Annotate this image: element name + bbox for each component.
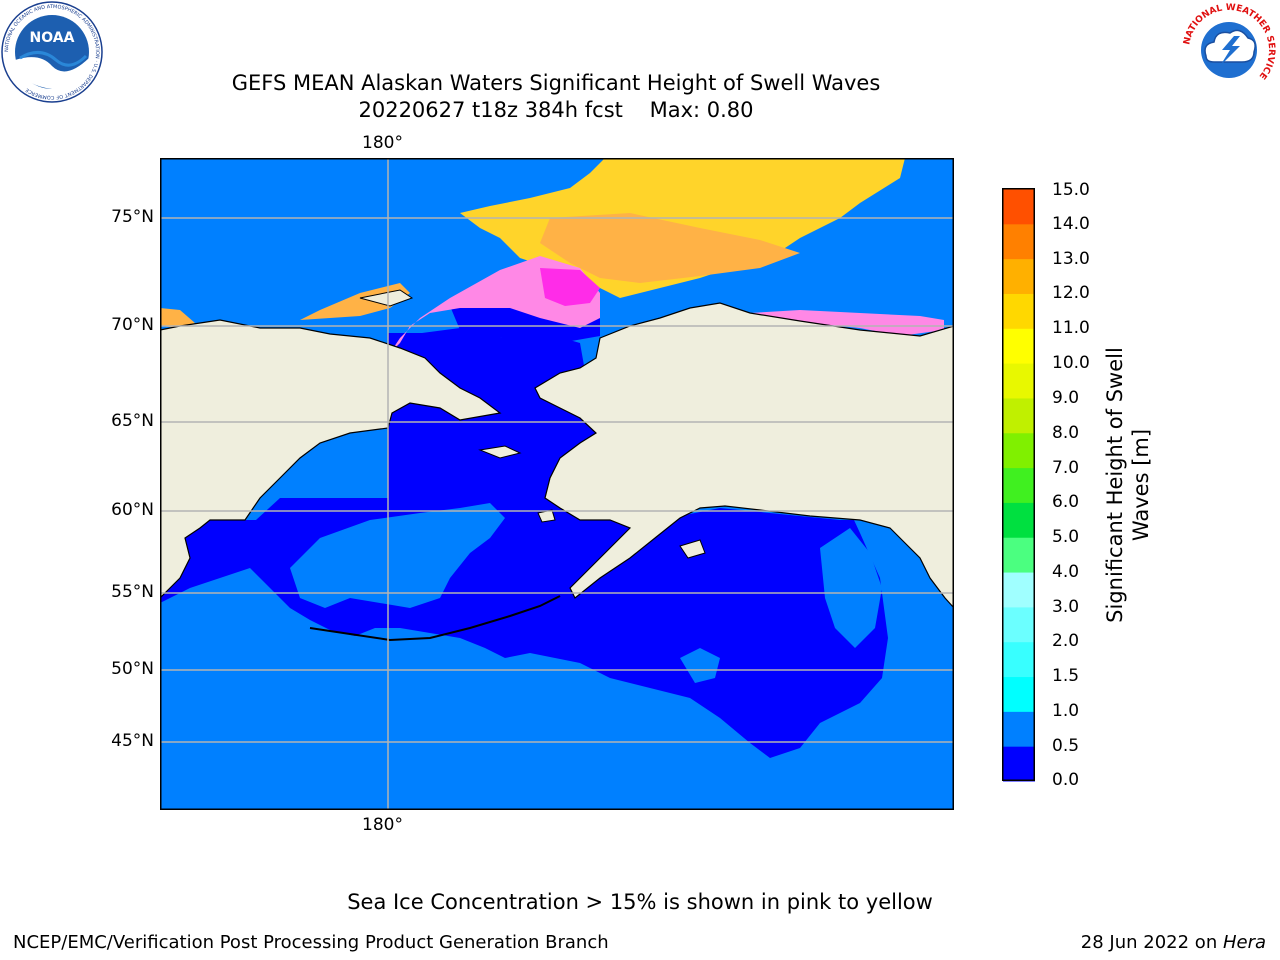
colorbar-segment-14 <box>1003 258 1035 294</box>
colorbar-tick-11: 11.0 <box>1052 318 1090 338</box>
colorbar-segment-10 <box>1003 397 1035 434</box>
colorbar-label-line2: Waves [m] <box>1129 428 1153 542</box>
footer-host: Hera <box>1222 932 1266 953</box>
sea-ice-chukchi-west <box>300 283 410 320</box>
colorbar-segment-16 <box>1003 189 1035 225</box>
nws-logo: NATIONAL WEATHER SERVICE <box>1181 2 1277 98</box>
sea-ice-arctic-coast <box>750 310 944 336</box>
bering-mid-patch <box>290 503 505 608</box>
noaa-logo: NOAA NATIONAL OCEANIC AND ATMOSPHERIC AD… <box>1 1 103 103</box>
island-kodiak <box>679 539 706 559</box>
chart-title: GEFS MEAN Alaskan Waters Significant Hei… <box>231 71 881 95</box>
colorbar-tick-13: 13.0 <box>1052 249 1090 269</box>
colorbar-tick-14: 14.0 <box>1052 214 1090 234</box>
chart-subtitle: 20220627 t18z 384h fcst Max: 0.80 <box>358 98 754 122</box>
colorbar-segment-12 <box>1003 328 1035 364</box>
colorbar-tick-1: 1.0 <box>1052 701 1080 721</box>
colorbar-segment-7 <box>1003 502 1035 538</box>
lat-label-65: 65°N <box>111 411 154 431</box>
lat-label-75: 75°N <box>111 207 154 227</box>
lat-label-45: 45°N <box>111 731 154 751</box>
colorbar-tick-12: 12.0 <box>1052 283 1090 303</box>
colorbar-tick-0: 0.0 <box>1052 770 1080 790</box>
footer-date-text: 28 Jun 2022 on <box>1080 932 1223 953</box>
lat-label-55: 55°N <box>111 582 154 602</box>
gulf-mid-patch-2 <box>680 648 720 683</box>
colorbar-tick-9: 9.0 <box>1052 388 1080 408</box>
aleutian-chain <box>309 595 561 642</box>
colorbar-tick-0-5: 0.5 <box>1052 736 1080 756</box>
colorbar-tick-4: 4.0 <box>1052 562 1080 582</box>
colorbar-segment-15 <box>1003 223 1035 260</box>
colorbar-segment-3 <box>1003 641 1035 678</box>
map-panel <box>160 158 954 810</box>
sea-ice-orange <box>540 213 800 283</box>
island-wrangel <box>359 289 414 307</box>
lat-label-70: 70°N <box>111 315 154 335</box>
colorbar-tick-5: 5.0 <box>1052 527 1080 547</box>
colorbar-segment-11 <box>1003 363 1035 399</box>
colorbar-tick-7: 7.0 <box>1052 458 1080 478</box>
colorbar-segment-13 <box>1003 293 1035 329</box>
colorbar-segment-1 <box>1003 711 1035 747</box>
bering-sea-low-swell <box>160 328 888 758</box>
colorbar-tick-10: 10.0 <box>1052 353 1090 373</box>
lon-label-top: 180° <box>362 133 403 153</box>
colorbar-segment-9 <box>1003 432 1035 469</box>
colorbar-segment-5 <box>1003 572 1035 608</box>
colorbar-tick-3: 3.0 <box>1052 597 1080 617</box>
colorbar-tick-6: 6.0 <box>1052 492 1080 512</box>
colorbar <box>1002 188 1035 782</box>
land-alaska <box>534 302 954 609</box>
lon-label-bottom: 180° <box>362 815 403 835</box>
colorbar-tick-2: 2.0 <box>1052 631 1080 651</box>
island-st-lawrence <box>478 445 522 459</box>
colorbar-segment-6 <box>1003 537 1035 573</box>
map-frame <box>160 158 954 810</box>
colorbar-segment-0 <box>1003 746 1035 782</box>
map-gridlines <box>160 158 954 810</box>
colorbar-tick-15: 15.0 <box>1052 180 1090 200</box>
sea-ice-west <box>160 308 195 328</box>
noaa-logo-text: NOAA <box>30 30 75 46</box>
colorbar-frame <box>1002 188 1035 781</box>
colorbar-tick-1-5: 1.5 <box>1052 666 1080 686</box>
land-siberia <box>160 319 502 599</box>
colorbar-segment-4 <box>1003 606 1035 643</box>
sea-ice-magenta <box>540 268 600 306</box>
lat-label-50: 50°N <box>111 659 154 679</box>
gulf-mid-patch <box>820 528 882 648</box>
colorbar-tick-8: 8.0 <box>1052 423 1080 443</box>
colorbar-label-line1: Significant Height of Swell <box>1103 347 1127 623</box>
footer-credit: NCEP/EMC/Verification Post Processing Pr… <box>13 932 609 953</box>
colorbar-segment-2 <box>1003 676 1035 712</box>
lat-label-60: 60°N <box>111 500 154 520</box>
sea-ice-note: Sea Ice Concentration > 15% is shown in … <box>347 890 933 914</box>
colorbar-segment-8 <box>1003 467 1035 503</box>
colorbar-segments <box>1003 189 1035 782</box>
footer-date: 28 Jun 2022 on Hera <box>1081 932 1266 953</box>
colorbar-label: Significant Height of Swell Waves [m] <box>1102 325 1154 645</box>
